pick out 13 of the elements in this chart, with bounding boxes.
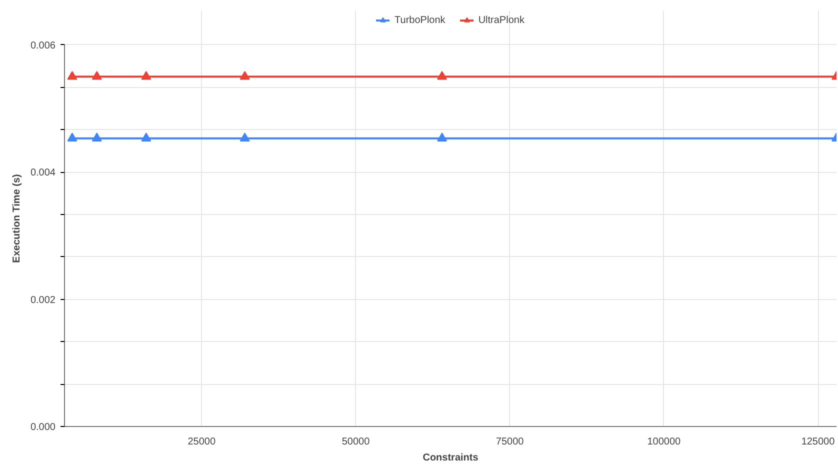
x-tick-label: 75000 — [496, 436, 524, 448]
x-tick-label: 125000 — [801, 436, 836, 448]
y-tick-label: 0.006 — [30, 40, 56, 52]
legend-label: TurboPlonk — [394, 14, 446, 26]
y-tick-label: 0.000 — [30, 422, 56, 433]
y-tick-label: 0.002 — [30, 294, 56, 306]
x-tick-label: 25000 — [188, 436, 216, 448]
legend-label: UltraPlonk — [478, 14, 524, 26]
x-tick-label: 100000 — [647, 436, 682, 448]
y-axis-title: Execution Time (s) — [11, 174, 22, 263]
x-axis-title: Constraints — [422, 452, 479, 464]
x-tick-label: 50000 — [342, 436, 370, 448]
y-tick-label: 0.004 — [30, 168, 56, 179]
